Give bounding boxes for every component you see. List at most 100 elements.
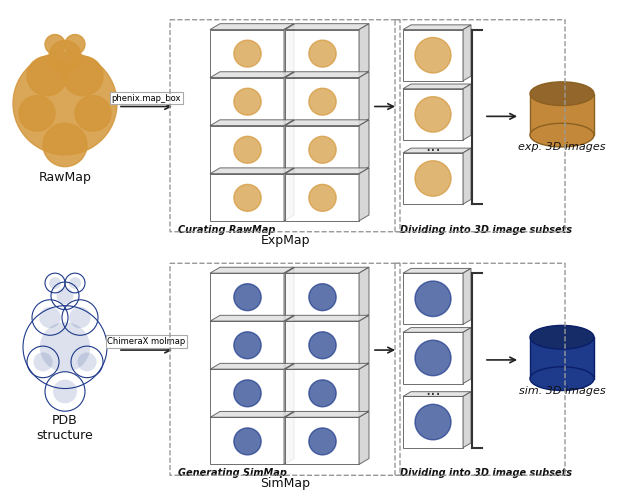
Polygon shape (403, 332, 463, 384)
Circle shape (234, 136, 261, 163)
Circle shape (415, 96, 451, 132)
Text: PDB
structure: PDB structure (36, 414, 93, 442)
Circle shape (45, 34, 65, 54)
Circle shape (33, 352, 52, 371)
Circle shape (40, 322, 90, 372)
Text: ...: ... (425, 137, 441, 155)
Circle shape (63, 56, 103, 95)
Polygon shape (530, 337, 594, 379)
Polygon shape (359, 315, 369, 369)
Circle shape (49, 277, 61, 289)
Circle shape (415, 37, 451, 73)
Text: phenix.map_box: phenix.map_box (112, 93, 181, 102)
Circle shape (75, 95, 111, 131)
Polygon shape (284, 267, 294, 320)
Polygon shape (359, 72, 369, 125)
Polygon shape (285, 126, 359, 173)
Polygon shape (210, 168, 294, 174)
Polygon shape (463, 25, 471, 81)
Polygon shape (210, 364, 294, 369)
Circle shape (234, 40, 261, 67)
Polygon shape (285, 30, 359, 77)
Polygon shape (285, 72, 369, 78)
Polygon shape (359, 267, 369, 320)
Circle shape (49, 40, 81, 72)
Text: Generating SimMap: Generating SimMap (178, 468, 287, 478)
Polygon shape (463, 269, 471, 324)
Circle shape (234, 88, 261, 115)
Circle shape (43, 123, 87, 167)
Polygon shape (210, 78, 284, 125)
Circle shape (234, 332, 261, 359)
Text: Dividing into 3D image subsets: Dividing into 3D image subsets (400, 468, 572, 478)
Polygon shape (210, 30, 284, 77)
Circle shape (69, 277, 81, 289)
Circle shape (234, 184, 261, 211)
Ellipse shape (530, 325, 594, 349)
Polygon shape (285, 174, 359, 221)
Polygon shape (403, 148, 471, 153)
Polygon shape (210, 72, 294, 78)
Polygon shape (285, 321, 359, 369)
Text: ...: ... (425, 380, 441, 399)
Polygon shape (210, 126, 284, 173)
Polygon shape (210, 321, 284, 369)
Circle shape (309, 184, 336, 211)
Circle shape (77, 352, 97, 371)
Circle shape (234, 284, 261, 310)
Polygon shape (210, 24, 294, 30)
Polygon shape (463, 328, 471, 384)
Polygon shape (463, 84, 471, 140)
Polygon shape (463, 148, 471, 204)
Polygon shape (403, 392, 471, 397)
Polygon shape (463, 392, 471, 448)
Polygon shape (285, 364, 369, 369)
Circle shape (39, 307, 61, 328)
Circle shape (13, 52, 117, 155)
Polygon shape (403, 89, 463, 140)
Circle shape (415, 281, 451, 316)
Text: Curating RawMap: Curating RawMap (178, 225, 275, 235)
Polygon shape (284, 411, 294, 464)
Polygon shape (284, 24, 294, 77)
Polygon shape (285, 120, 369, 126)
Polygon shape (359, 364, 369, 416)
Polygon shape (285, 273, 359, 320)
Circle shape (19, 95, 55, 131)
Polygon shape (403, 84, 471, 89)
Polygon shape (403, 273, 463, 324)
Polygon shape (210, 369, 284, 416)
Text: Dividing into 3D image subsets: Dividing into 3D image subsets (400, 225, 572, 235)
Circle shape (309, 88, 336, 115)
Polygon shape (210, 315, 294, 321)
Polygon shape (403, 25, 471, 30)
Circle shape (53, 380, 77, 403)
Circle shape (234, 428, 261, 455)
Polygon shape (210, 120, 294, 126)
Polygon shape (284, 72, 294, 125)
Text: exp. 3D images: exp. 3D images (518, 142, 605, 152)
Polygon shape (285, 24, 369, 30)
Circle shape (309, 136, 336, 163)
Circle shape (309, 428, 336, 455)
Polygon shape (210, 417, 284, 464)
Polygon shape (403, 269, 471, 273)
Polygon shape (285, 417, 359, 464)
Polygon shape (403, 328, 471, 332)
Circle shape (415, 404, 451, 440)
Polygon shape (284, 364, 294, 416)
Polygon shape (284, 120, 294, 173)
Text: RawMap: RawMap (38, 171, 92, 184)
Circle shape (309, 284, 336, 310)
Circle shape (69, 307, 91, 328)
Polygon shape (403, 30, 463, 81)
Polygon shape (284, 168, 294, 221)
Text: ExpMap: ExpMap (260, 234, 310, 246)
Polygon shape (210, 174, 284, 221)
Polygon shape (285, 267, 369, 273)
Polygon shape (210, 267, 294, 273)
Ellipse shape (530, 82, 594, 105)
Polygon shape (359, 168, 369, 221)
Circle shape (309, 380, 336, 407)
Polygon shape (285, 411, 369, 417)
